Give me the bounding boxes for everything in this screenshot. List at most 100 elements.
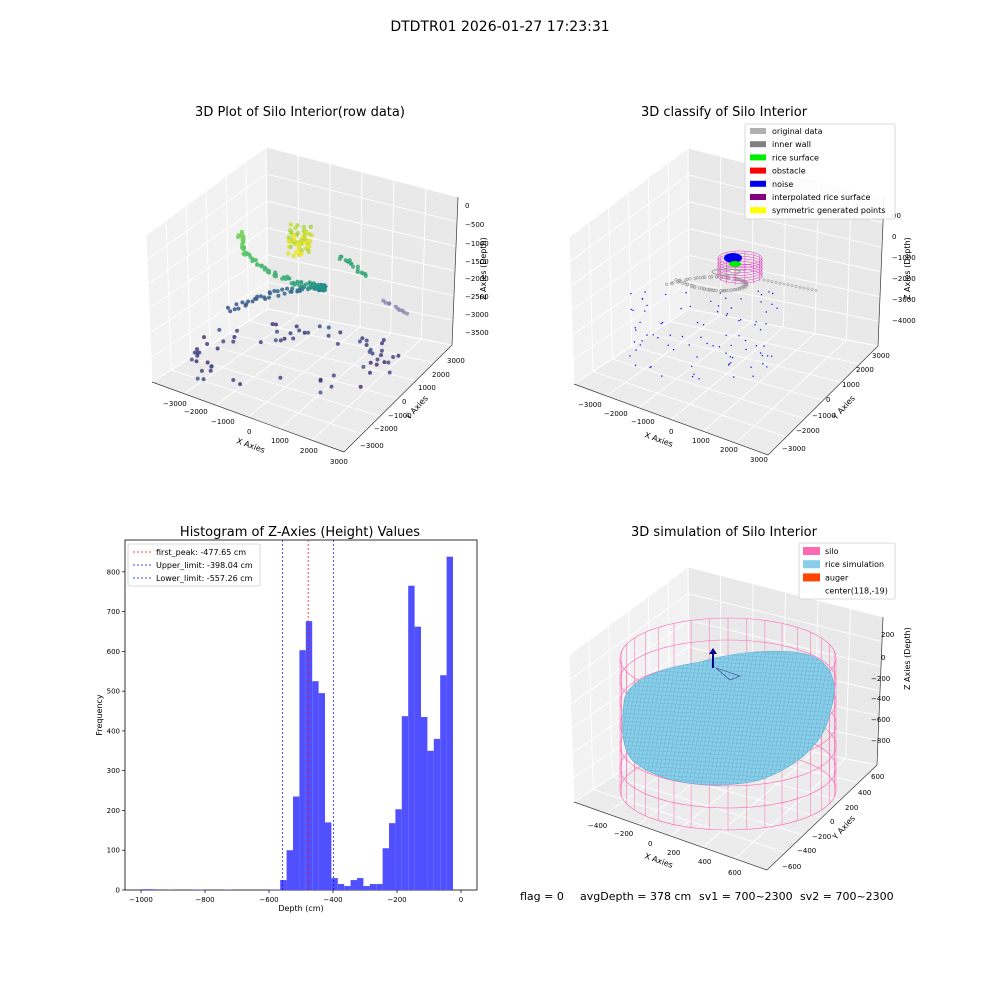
scatter-point — [288, 244, 293, 250]
mesh-line — [677, 651, 709, 786]
p4-ztick: 0 — [881, 654, 885, 662]
noise-point — [763, 345, 765, 347]
scatter-point — [195, 350, 200, 355]
rice-surface-cluster — [729, 261, 741, 267]
scatter-point — [294, 250, 299, 255]
noise-cluster — [724, 253, 742, 263]
original-point — [724, 288, 728, 293]
grid-line — [688, 308, 879, 347]
scatter-point — [278, 375, 283, 380]
scatter-point — [308, 224, 314, 229]
p1-ztick: −2000 — [465, 275, 489, 283]
panel1-title: 3D Plot of Silo Interior(row data) — [195, 105, 405, 120]
x-axis-line — [573, 383, 769, 456]
hist-xtick-label: −200 — [387, 896, 406, 904]
hist-bar — [401, 716, 409, 890]
grid-line — [267, 308, 453, 346]
scatter-point — [252, 258, 257, 263]
noise-point — [661, 375, 663, 377]
scatter-point — [298, 251, 304, 257]
scatter-point — [226, 305, 230, 310]
p1-ytick: −2000 — [374, 425, 398, 433]
scatter-point — [351, 264, 355, 269]
hist-ytick-label: 200 — [107, 807, 120, 815]
original-point — [733, 288, 738, 292]
mesh-line — [701, 651, 733, 786]
scatter-point — [386, 360, 391, 365]
noise-point — [681, 335, 684, 338]
legend-swatch — [750, 167, 766, 174]
p1-xtick: 3000 — [330, 458, 348, 466]
original-point — [806, 287, 810, 291]
scatter-point — [270, 322, 275, 327]
original-point — [682, 280, 687, 285]
original-point — [695, 276, 699, 280]
hist-bar — [312, 681, 319, 890]
original-point — [725, 275, 729, 279]
panel-simulation-3d: 3D simulation of Silo Interior −400 −200… — [568, 525, 912, 877]
scatter-point — [380, 341, 384, 346]
p1-ztick: −3500 — [465, 329, 489, 337]
noise-point — [688, 344, 690, 346]
scatter-point — [240, 300, 245, 305]
legend-label: interpolated rice surface — [772, 193, 870, 202]
p4-ytick: −600 — [782, 863, 801, 871]
mesh-line — [669, 651, 701, 786]
hist-bar — [389, 823, 396, 890]
scatter-point — [287, 238, 292, 243]
hist-bar — [363, 886, 370, 890]
mesh-line — [622, 691, 835, 707]
noise-point — [672, 348, 675, 351]
noise-point — [728, 363, 730, 365]
p2-xtick: 2000 — [720, 446, 738, 454]
hist-bar — [382, 848, 389, 890]
scatter-point — [295, 281, 299, 285]
hist-xtick-label: −600 — [259, 896, 278, 904]
original-point — [685, 282, 690, 286]
mesh-line — [673, 651, 705, 786]
hist-y-ticks: 0 100 200 300 400 500 600 700 800 — [107, 568, 125, 895]
scatter-point — [235, 328, 239, 333]
original-point — [721, 275, 725, 279]
scatter-point — [282, 336, 287, 341]
panel4-y-ticks: 600 400 200 0 −200 −400 −600 — [782, 773, 884, 871]
scatter-point — [387, 370, 392, 375]
pane-right — [266, 147, 458, 345]
original-point — [664, 282, 669, 287]
p2-zlabel: Z Axies (Depth) — [903, 237, 912, 300]
mesh-line — [622, 699, 835, 715]
noise-point — [639, 321, 641, 323]
p2-ztick: −3000 — [892, 296, 916, 304]
hist-legend: first_peak: -477.65 cm Upper_limit: -398.… — [127, 543, 261, 587]
original-point — [740, 280, 745, 284]
scatter-point — [368, 360, 373, 365]
original-point — [722, 289, 726, 293]
hist-ytick-label: 300 — [107, 767, 120, 775]
noise-point — [755, 345, 758, 347]
hist-bar — [141, 889, 148, 890]
original-point — [737, 287, 741, 291]
scatter-point — [292, 234, 297, 239]
panel1-x-ticks: −3000 −2000 −1000 0 1000 2000 3000 — [163, 400, 348, 466]
p1-ztick: −2500 — [465, 293, 489, 301]
hist-ytick-label: 100 — [107, 847, 120, 855]
original-point — [674, 278, 678, 282]
mesh-line — [725, 651, 757, 786]
scatter-point — [289, 289, 294, 294]
footer-status: flag = 0 avgDepth = 378 cm sv1 = 700~230… — [520, 890, 894, 903]
hist-bar — [350, 880, 357, 890]
legend-swatch — [750, 180, 766, 187]
p4-ytick: −200 — [812, 833, 831, 841]
scatter-point — [364, 338, 369, 343]
original-point — [720, 289, 725, 293]
original-point — [681, 281, 685, 285]
noise-point — [733, 376, 735, 378]
scatter-point — [355, 264, 360, 269]
p1-ztick: −3000 — [465, 311, 489, 319]
scatter-point — [262, 267, 267, 272]
scatter-point — [299, 248, 304, 253]
legend-swatch — [750, 194, 766, 200]
scatter-point — [231, 339, 236, 344]
scatter-point — [217, 327, 222, 332]
